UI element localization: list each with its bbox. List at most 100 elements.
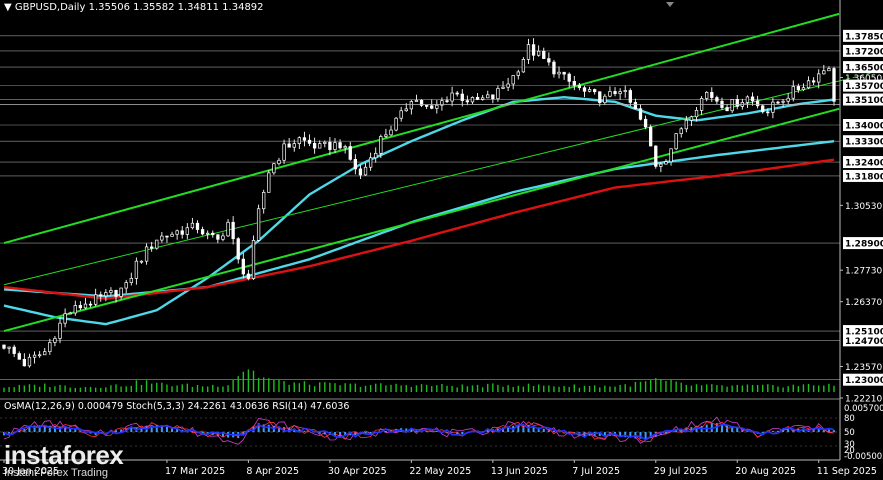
candle-body [526, 44, 531, 60]
candle-body [577, 84, 582, 89]
candle-body [689, 116, 694, 121]
candle-body [822, 70, 826, 75]
price-label-box [843, 61, 883, 74]
candle-body [262, 191, 266, 210]
candle-body [170, 233, 174, 237]
scroll-marker-icon [666, 2, 674, 7]
candle-body [430, 105, 434, 109]
candle-body [618, 91, 622, 95]
candle-body [358, 168, 363, 176]
candle-body [114, 290, 118, 297]
candle-body [231, 221, 235, 240]
price-label-box [843, 156, 883, 169]
candle-body [307, 139, 312, 144]
candle-body [455, 92, 459, 95]
candle-body [582, 87, 587, 92]
candle-body [165, 235, 169, 238]
price-level-label: 1.37200 [845, 47, 883, 57]
trend-channel-line [3, 12, 840, 245]
price-label-box [843, 325, 883, 338]
time-axis-label: 7 Jul 2025 [572, 466, 620, 477]
candle-body [150, 246, 154, 249]
candle-body [94, 294, 98, 305]
time-axis-label: 8 Apr 2025 [246, 466, 299, 477]
candle-body [623, 90, 627, 92]
candle-body [674, 133, 678, 150]
candle-body [776, 101, 780, 104]
candle-body [552, 61, 556, 75]
candle-body [817, 73, 821, 83]
candle-body [491, 94, 495, 100]
candle-body [537, 50, 541, 56]
candle-body [384, 134, 388, 137]
candle-body [628, 90, 632, 103]
candle-body [643, 118, 648, 128]
candle-body [109, 290, 113, 293]
candle-body [593, 89, 597, 93]
candle-body [613, 91, 617, 95]
osc-axis-label: 50 [844, 428, 855, 438]
price-level-label: 1.33300 [845, 138, 883, 148]
candle-body [679, 128, 683, 135]
candle-body [659, 163, 663, 167]
candle-body [669, 148, 673, 163]
candle-body [287, 143, 291, 148]
candle-body [664, 161, 668, 165]
price-level-label: 1.24700 [845, 337, 883, 347]
candle-body [37, 354, 42, 357]
candle-body [73, 305, 77, 314]
candle-body [124, 282, 128, 289]
candle-body [694, 109, 699, 118]
candle-body [761, 105, 765, 113]
candle-body [323, 141, 327, 144]
candle-body [771, 101, 775, 113]
candle-body [603, 95, 607, 104]
candle-body [450, 92, 454, 102]
price-label-box [843, 334, 883, 347]
candle-body [68, 312, 72, 315]
osma-label: OsMA(12,26,9) 0.000479 [4, 401, 124, 412]
candle-body [338, 142, 342, 149]
candle-body [236, 238, 240, 260]
candle-body [633, 102, 638, 110]
time-axis-label: 30 Jan 2025 [2, 466, 59, 477]
brand-tagline: Instant Forex Trading [4, 467, 108, 479]
candle-body [725, 107, 729, 112]
candle-body [735, 99, 739, 107]
rsi-line [3, 423, 835, 441]
candle-body [791, 86, 795, 99]
brand-logo: instaforex Instant Forex Trading [4, 440, 124, 479]
time-axis-label: 29 Jul 2025 [654, 466, 708, 477]
candle-body [328, 141, 332, 150]
candle-body [705, 92, 709, 99]
time-axis-label: 17 Mar 2025 [165, 466, 225, 477]
ohlc-values: 1.35506 1.35582 1.34811 1.34892 [88, 2, 264, 13]
candle-body [496, 88, 500, 100]
candle-body [419, 100, 424, 106]
candle-body [511, 75, 515, 85]
candle-body [557, 71, 561, 75]
rsi-label: RSI(14) 47.6036 [272, 401, 350, 412]
candle-body [806, 80, 811, 89]
candle-body [88, 303, 93, 306]
candle-body [267, 172, 271, 193]
candle-body [241, 258, 245, 275]
candle-body [649, 126, 653, 147]
candle-body [608, 91, 612, 97]
candle-body [129, 277, 133, 283]
candle-body [27, 356, 32, 367]
stoch-label: Stoch(5,3,3) 24.2261 43.0636 [126, 401, 270, 412]
candle-body [572, 81, 576, 86]
price-tick-label: 1.23570 [845, 363, 882, 373]
candle-body [374, 152, 378, 159]
candle-body [750, 96, 755, 102]
candle-body [445, 100, 449, 103]
candle-body [435, 104, 439, 109]
candle-body [211, 232, 215, 236]
price-label-box [843, 44, 883, 57]
candle-body [292, 143, 296, 148]
candle-body [506, 83, 510, 88]
candle-body [399, 110, 403, 119]
